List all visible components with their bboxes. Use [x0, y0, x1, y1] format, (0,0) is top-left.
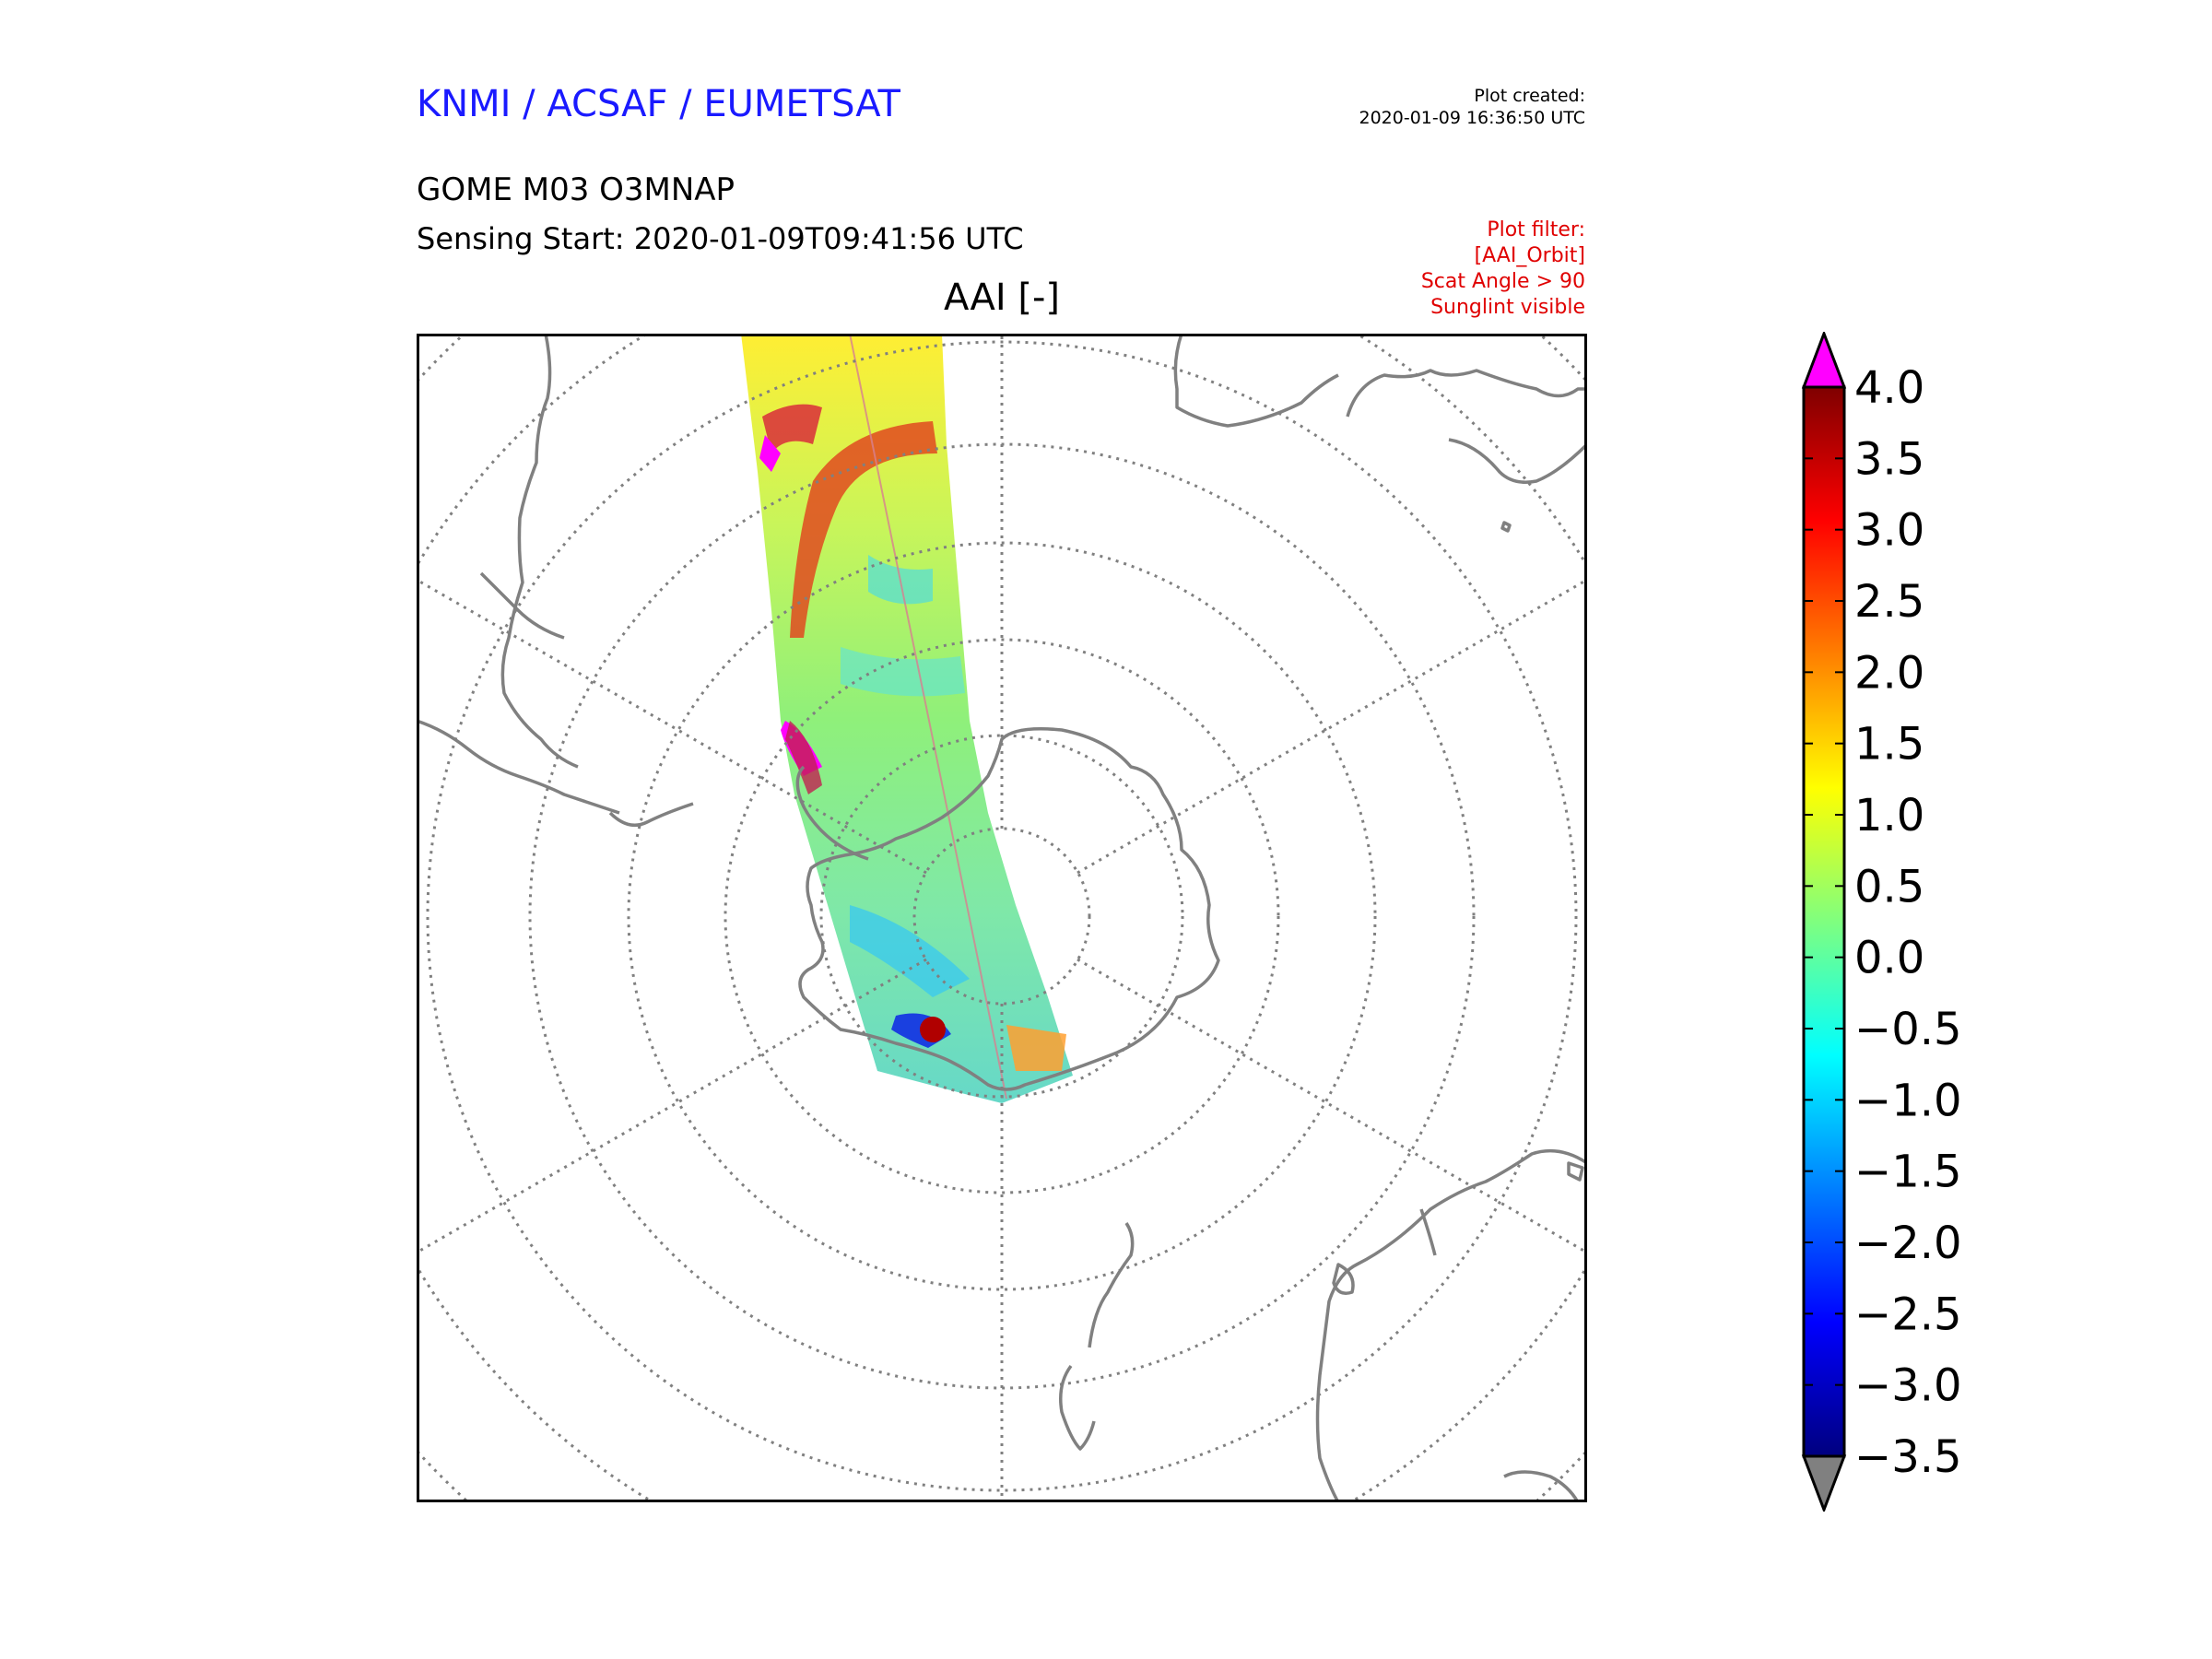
colorbar-tick-label: 3.5	[1854, 433, 1924, 485]
colorbar-tick-label: −3.5	[1854, 1431, 1962, 1483]
filter-line-2: [AAI_Orbit]	[1474, 244, 1585, 267]
colorbar-tick-label: −3.0	[1854, 1360, 1962, 1412]
colorbar-over-arrow	[1801, 332, 1847, 389]
colorbar-ticks: 4.0 3.5 3.0 2.5 2.0 1.5 1.0 0.5 0.0 −0.5 −1.0 −1.5 −…	[1804, 362, 1962, 1483]
colorbar-under-arrow	[1801, 1454, 1847, 1512]
plot-created-label: Plot created:	[1474, 86, 1585, 106]
filter-line-4: Sunglint visible	[1430, 296, 1585, 319]
organization-title: KNMI / ACSAF / EUMETSAT	[417, 83, 900, 125]
colorbar-tick-label: −2.5	[1854, 1288, 1962, 1340]
colorbar-tick-label: −1.5	[1854, 1147, 1962, 1198]
colorbar-tick-label: 1.0	[1854, 790, 1924, 841]
polar-map	[417, 334, 1587, 1502]
colorbar: 4.0 3.5 3.0 2.5 2.0 1.5 1.0 0.5 0.0 −0.5 −1.0 −1.5 −…	[1801, 332, 1962, 1512]
coastlines	[417, 334, 1587, 1502]
filter-line-3: Scat Angle > 90	[1420, 270, 1585, 293]
meridians	[417, 334, 1587, 1502]
colorbar-tick-label: 0.0	[1854, 933, 1924, 984]
plot-filter-block: Plot filter: [AAI_Orbit] Scat Angle > 90…	[1421, 218, 1585, 321]
aai-swath	[741, 334, 1073, 1103]
colorbar-tick-label: 2.0	[1854, 647, 1924, 699]
colorbar-tick-label: 2.5	[1854, 576, 1924, 628]
map-frame	[417, 334, 1587, 1502]
colorbar-gradient	[1802, 385, 1846, 1458]
product-name: GOME M03 O3MNAP	[417, 171, 735, 208]
plot-created-time: 2020-01-09 16:36:50 UTC	[1359, 108, 1586, 128]
colorbar-tick-label: 3.0	[1854, 505, 1924, 557]
map-title: AAI [-]	[944, 276, 1060, 319]
colorbar-tick-label: −2.0	[1854, 1218, 1962, 1269]
colorbar-tick-label: 1.5	[1854, 719, 1924, 771]
plot-created-block: Plot created: 2020-01-09 16:36:50 UTC	[1359, 85, 1586, 129]
colorbar-tick-label: −1.0	[1854, 1075, 1962, 1126]
sensing-start: Sensing Start: 2020-01-09T09:41:56 UTC	[417, 221, 1024, 256]
colorbar-tick-label: 0.5	[1854, 861, 1924, 912]
filter-line-1: Plot filter:	[1487, 218, 1585, 241]
colorbar-tick-label: −0.5	[1854, 1004, 1962, 1055]
colorbar-tick-label: 4.0	[1854, 362, 1924, 414]
